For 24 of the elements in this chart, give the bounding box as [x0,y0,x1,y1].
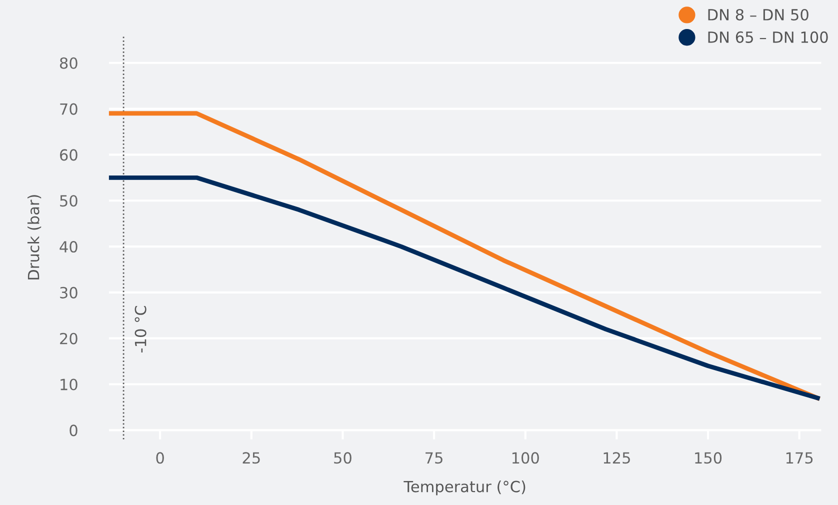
y-tick-label: 20 [60,332,78,344]
x-tick-label: 175 [786,452,813,464]
x-tick-label: 50 [334,452,352,464]
y-tick-label: 10 [60,378,78,390]
x-tick-label: 100 [512,452,539,464]
x-tick-label: 75 [426,452,442,464]
line-series [108,175,820,400]
legend-label: DN 8 – DN 50 [708,8,808,21]
y-tick-label: 50 [60,195,78,207]
ref-line-label: -10 °C [134,306,146,352]
y-axis-title: Druck (bar) [27,195,42,280]
x-tick-label: 150 [695,452,722,464]
line-series [108,111,820,400]
x-tick-label: 0 [156,452,164,464]
x-axis-title: Temperatur (°C) [404,480,526,496]
y-tick-label: 30 [60,286,78,298]
y-tick-label: 60 [60,149,78,161]
y-tick-label: 70 [60,103,78,115]
y-tick-label: 0 [70,424,78,436]
legend-label: DN 65 – DN 100 [708,31,828,43]
y-tick-label: 80 [60,57,78,69]
x-tick-label: 25 [242,452,260,464]
y-tick-label: 40 [60,240,78,253]
x-tick-label: 125 [604,452,630,464]
